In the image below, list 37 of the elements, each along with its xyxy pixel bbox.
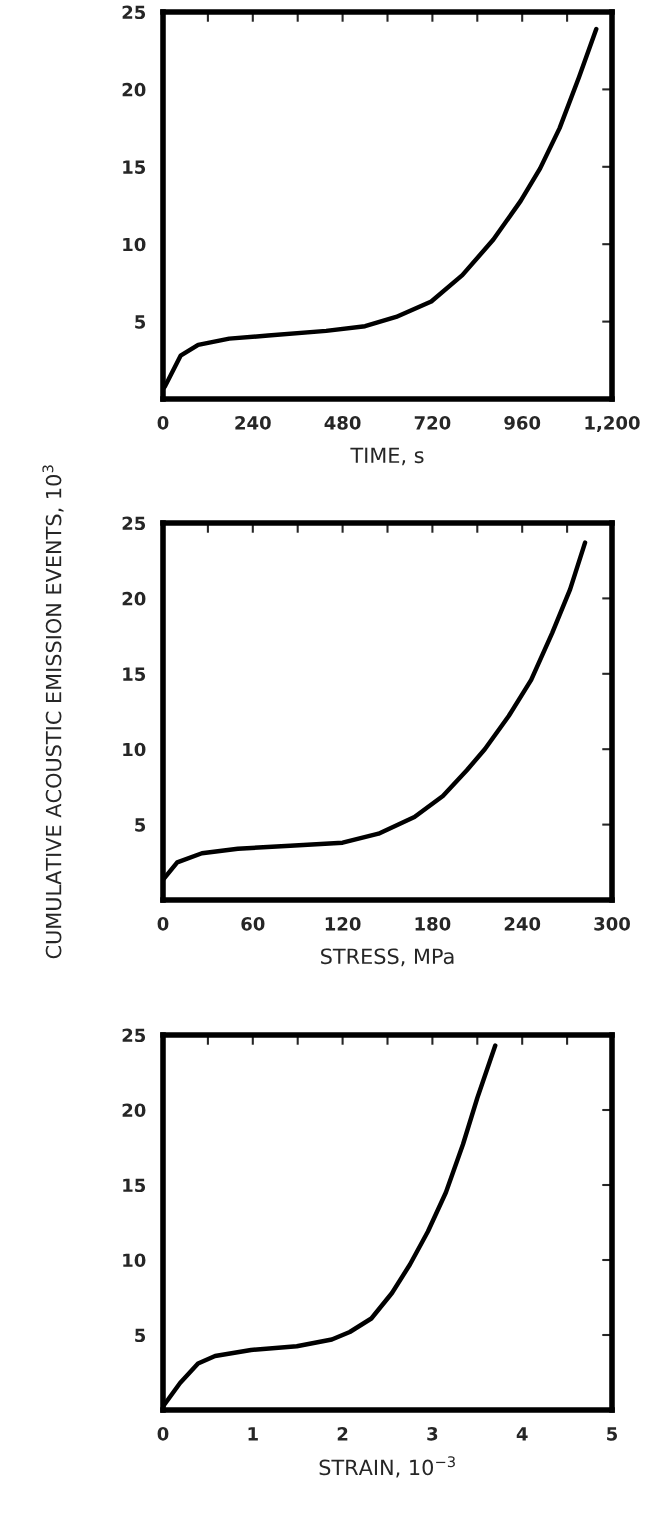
y-tick-label: 25 <box>122 516 146 531</box>
y-tick-label: 15 <box>123 1178 146 1193</box>
x-tick-label: 240 <box>504 916 541 931</box>
x-axis-title: STRAIN, 10$^{−3}$ <box>319 1456 455 1478</box>
x-tick-label: 120 <box>325 916 361 931</box>
y-tick-label: 10 <box>123 742 146 757</box>
x-tick-label: 60 <box>241 916 265 931</box>
x-tick-label: 5 <box>607 1427 618 1441</box>
x-tick-label: 2 <box>337 1426 348 1441</box>
x-axis-title: TIME, s <box>350 447 424 466</box>
x-tick-label: 720 <box>414 415 451 430</box>
y-tick-label: 15 <box>123 667 146 681</box>
y-tick-label: 5 <box>135 315 146 329</box>
x-tick-label: 0 <box>157 1426 169 1441</box>
y-tick-label: 25 <box>122 1028 146 1043</box>
x-tick-label: 480 <box>324 415 361 430</box>
y-tick-label: 10 <box>123 237 146 252</box>
y-tick-label: 10 <box>123 1253 146 1268</box>
x-axis-title: STRESS, MPa <box>321 948 454 967</box>
x-tick-label: 0 <box>157 916 169 931</box>
y-tick-label: 20 <box>122 1103 146 1118</box>
y-tick-label: 25 <box>122 5 146 20</box>
x-tick-label: 4 <box>516 1427 528 1441</box>
y-tick-label: 5 <box>135 1328 146 1343</box>
x-tick-label: 240 <box>235 415 271 430</box>
x-tick-label: 960 <box>504 415 541 430</box>
x-tick-label: 1 <box>248 1427 258 1441</box>
x-tick-label: 0 <box>157 415 169 430</box>
y-tick-label: 5 <box>135 818 146 832</box>
x-tick-label: 300 <box>594 916 630 931</box>
x-tick-label: 1,200 <box>585 415 640 432</box>
x-tick-label: 3 <box>427 1426 438 1441</box>
y-tick-label: 15 <box>123 160 146 174</box>
y-tick-label: 20 <box>122 82 146 97</box>
x-tick-label: 180 <box>415 916 451 931</box>
y-tick-label: 20 <box>122 591 146 606</box>
y-axis-title: CUMULATIVE ACOUSTIC EMISSION EVENTS, 10$^{3}$ <box>42 465 64 959</box>
